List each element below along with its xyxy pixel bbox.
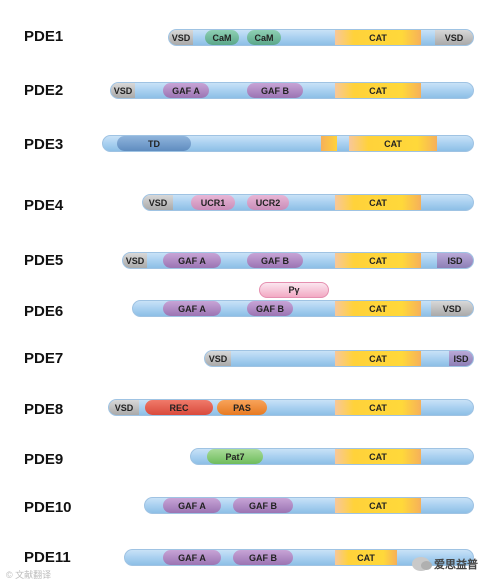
- pde8-bar: VSD REC PAS CAT: [108, 399, 474, 416]
- pde4-ucr2-domain: UCR2: [247, 195, 289, 210]
- pde8-cat-domain: CAT: [335, 400, 421, 415]
- pde5-gaf-a-domain: GAF A: [163, 253, 221, 268]
- pde5-bar: VSD GAF A GAF B CAT ISD: [122, 252, 474, 269]
- pde6-gaf-b-domain: GAF B: [247, 301, 293, 316]
- pde1-cam1-domain: CaM: [205, 30, 239, 45]
- pde7-bar: VSD CAT ISD: [204, 350, 474, 367]
- source-watermark: © 文献翻译: [6, 570, 52, 580]
- pde11-gaf-b-domain: GAF B: [233, 550, 293, 565]
- pde1-vsd-domain: VSD: [169, 30, 193, 45]
- pde10-gaf-b-domain: GAF B: [233, 498, 293, 513]
- pde2-vsd-domain: VSD: [111, 83, 135, 98]
- pde5-isd-domain: ISD: [437, 253, 473, 268]
- wechat-account-name: 爱思益普: [434, 559, 478, 571]
- pde11-bar: GAF A GAF B CAT: [124, 549, 474, 566]
- pde6-bar: GAF A GAF B CAT VSD: [132, 300, 474, 317]
- pde2-cat-domain: CAT: [335, 83, 421, 98]
- pde8-vsd-domain: VSD: [109, 400, 139, 415]
- pde1-bar: VSD CaM CaM CAT VSD: [168, 29, 474, 46]
- wechat-watermark: 爱思益普: [412, 556, 478, 572]
- pde3-cat-domain: CAT: [349, 136, 437, 151]
- pde4-cat-domain: CAT: [335, 195, 421, 210]
- pde7-vsd-domain: VSD: [205, 351, 231, 366]
- pde3-td-domain: TD: [117, 136, 191, 151]
- pde5-cat-domain: CAT: [335, 253, 421, 268]
- pde10-bar: GAF A GAF B CAT: [144, 497, 474, 514]
- pde1-vsd-end-domain: VSD: [435, 30, 473, 45]
- pde4-label: PDE4: [24, 197, 64, 214]
- pde9-bar: Pat7 CAT: [190, 448, 474, 465]
- pde9-label: PDE9: [24, 451, 64, 468]
- pde2-bar: VSD GAF A GAF B CAT: [110, 82, 474, 99]
- pde1-cam2-domain: CaM: [247, 30, 281, 45]
- pde8-rec-domain: REC: [145, 400, 213, 415]
- pde3-cat-insert: [321, 136, 337, 151]
- pde8-pas-domain: PAS: [217, 400, 267, 415]
- pde6-vsd-end-domain: VSD: [431, 301, 473, 316]
- pde11-gaf-a-domain: GAF A: [163, 550, 221, 565]
- pde10-label: PDE10: [24, 499, 72, 516]
- pde11-label: PDE11: [24, 549, 71, 566]
- pde5-vsd-domain: VSD: [123, 253, 147, 268]
- pde6-cat-domain: CAT: [335, 301, 421, 316]
- pde11-cat-domain: CAT: [335, 550, 397, 565]
- pde1-label: PDE1: [24, 28, 64, 45]
- pde9-cat-domain: CAT: [335, 449, 421, 464]
- pde7-isd-domain: ISD: [449, 351, 473, 366]
- wechat-icon: [412, 557, 432, 571]
- pde2-label: PDE2: [24, 82, 64, 99]
- pde8-label: PDE8: [24, 401, 64, 418]
- pde6-pgamma-subunit: Pγ: [259, 282, 329, 298]
- pde4-bar: VSD UCR1 UCR2 CAT: [142, 194, 474, 211]
- pde6-gaf-a-domain: GAF A: [163, 301, 221, 316]
- pde5-gaf-b-domain: GAF B: [247, 253, 303, 268]
- pde6-label: PDE6: [24, 303, 64, 320]
- pde10-gaf-a-domain: GAF A: [163, 498, 221, 513]
- pde7-label: PDE7: [24, 350, 64, 367]
- pde4-vsd-domain: VSD: [143, 195, 173, 210]
- pde9-pat7-domain: Pat7: [207, 449, 263, 464]
- pde3-label: PDE3: [24, 136, 64, 153]
- pde5-label: PDE5: [24, 252, 64, 269]
- pde7-cat-domain: CAT: [335, 351, 421, 366]
- pde10-cat-domain: CAT: [335, 498, 421, 513]
- pde3-bar: TD CAT: [102, 135, 474, 152]
- pde2-gaf-b-domain: GAF B: [247, 83, 303, 98]
- pde1-cat-domain: CAT: [335, 30, 421, 45]
- pde4-ucr1-domain: UCR1: [191, 195, 235, 210]
- pde2-gaf-a-domain: GAF A: [163, 83, 209, 98]
